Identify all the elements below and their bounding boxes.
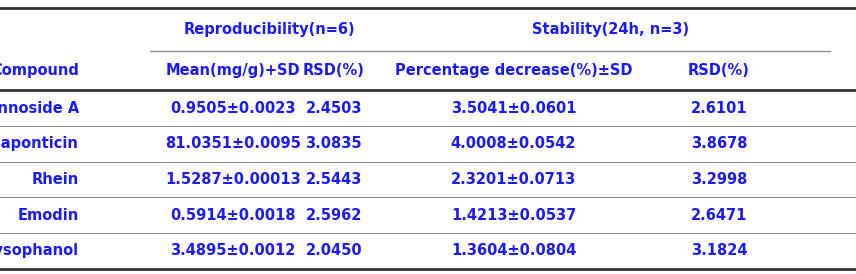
Text: Reproducibility(n=6): Reproducibility(n=6) xyxy=(184,22,355,37)
Text: 3.2998: 3.2998 xyxy=(691,172,747,187)
Text: Chrysophanol: Chrysophanol xyxy=(0,243,79,258)
Text: 2.5443: 2.5443 xyxy=(306,172,362,187)
Text: 2.0450: 2.0450 xyxy=(306,243,362,258)
Text: 2.6471: 2.6471 xyxy=(691,208,747,222)
Text: 3.0835: 3.0835 xyxy=(306,136,362,151)
Text: Mean(mg/g)+SD: Mean(mg/g)+SD xyxy=(165,63,300,78)
Text: Sennoside A: Sennoside A xyxy=(0,101,79,116)
Text: Compound: Compound xyxy=(0,63,79,78)
Text: 3.1824: 3.1824 xyxy=(691,243,747,258)
Text: Rhein: Rhein xyxy=(32,172,79,187)
Text: 1.5287±0.00013: 1.5287±0.00013 xyxy=(165,172,300,187)
Text: 1.3604±0.0804: 1.3604±0.0804 xyxy=(451,243,576,258)
Text: RSD(%): RSD(%) xyxy=(688,63,750,78)
Text: Emodin: Emodin xyxy=(17,208,79,222)
Text: Rhaponticin: Rhaponticin xyxy=(0,136,79,151)
Text: 1.4213±0.0537: 1.4213±0.0537 xyxy=(451,208,576,222)
Text: 0.9505±0.0023: 0.9505±0.0023 xyxy=(170,101,295,116)
Text: 3.8678: 3.8678 xyxy=(691,136,747,151)
Text: RSD(%): RSD(%) xyxy=(303,63,365,78)
Text: 3.5041±0.0601: 3.5041±0.0601 xyxy=(451,101,576,116)
Text: Stability(24h, n=3): Stability(24h, n=3) xyxy=(532,22,689,37)
Text: 2.4503: 2.4503 xyxy=(306,101,362,116)
Text: 3.4895±0.0012: 3.4895±0.0012 xyxy=(170,243,295,258)
Text: 2.3201±0.0713: 2.3201±0.0713 xyxy=(451,172,576,187)
Text: 2.5962: 2.5962 xyxy=(306,208,362,222)
Text: 2.6101: 2.6101 xyxy=(691,101,747,116)
Text: 0.5914±0.0018: 0.5914±0.0018 xyxy=(170,208,295,222)
Text: 81.0351±0.0095: 81.0351±0.0095 xyxy=(165,136,300,151)
Text: 4.0008±0.0542: 4.0008±0.0542 xyxy=(451,136,576,151)
Text: Percentage decrease(%)±SD: Percentage decrease(%)±SD xyxy=(395,63,633,78)
